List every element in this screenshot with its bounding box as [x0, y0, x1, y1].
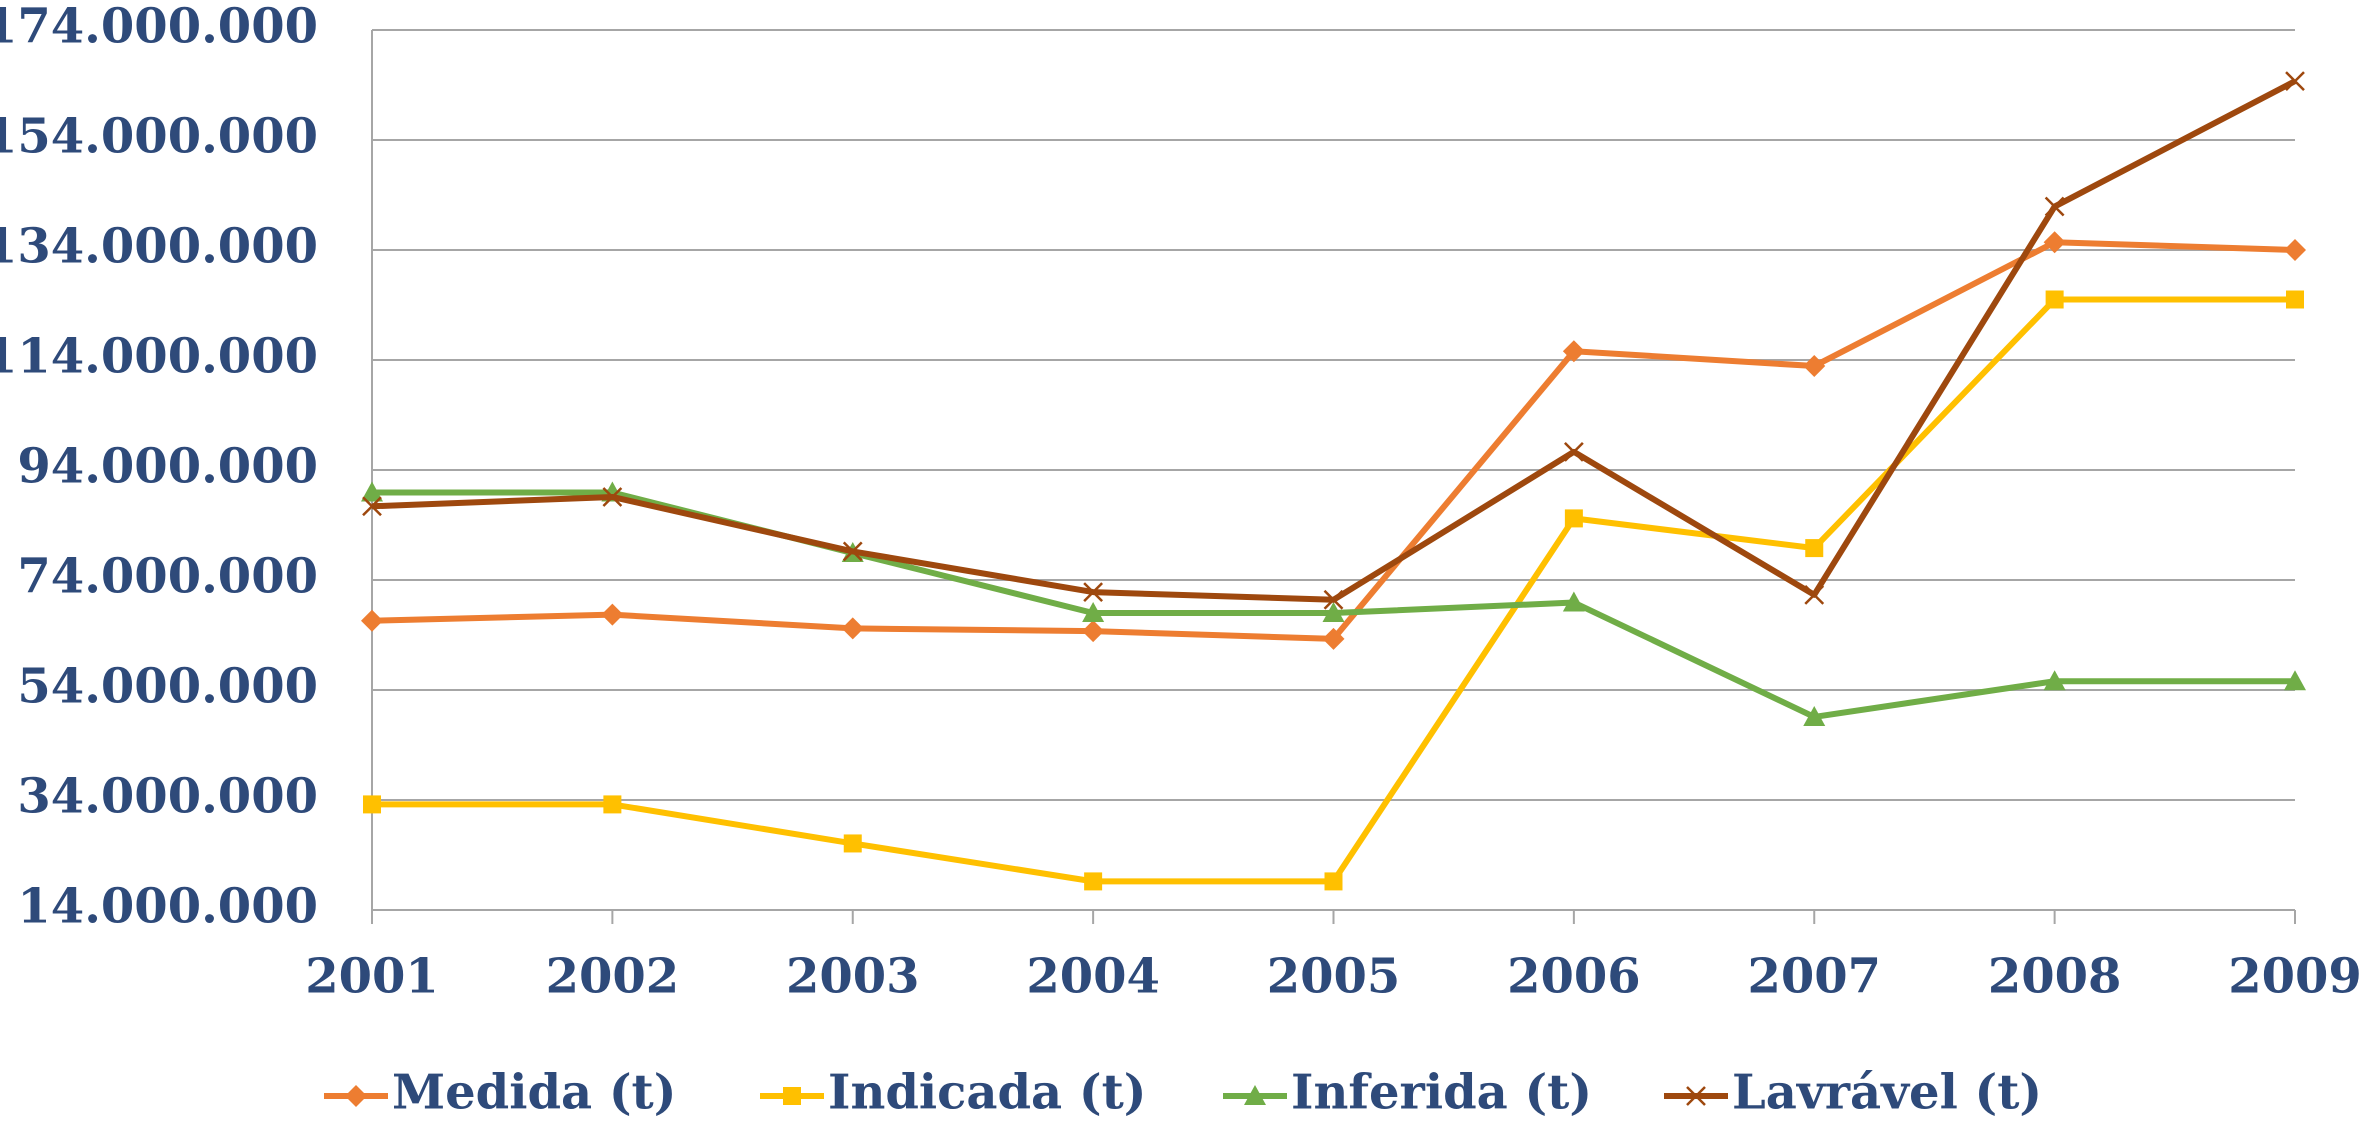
x-tick-label: 2007 — [1747, 949, 1881, 1005]
series-line — [371, 78, 2297, 603]
data-point — [1324, 872, 1343, 891]
y-tick-label: 54.000.000 — [17, 659, 318, 715]
data-point — [602, 487, 623, 507]
data-point — [361, 609, 383, 632]
x-tick-label: 2001 — [305, 949, 439, 1005]
legend-label: Inferida (t) — [1291, 1065, 1592, 1121]
data-point — [843, 834, 862, 853]
data-point — [1322, 602, 1345, 622]
data-point — [1323, 589, 1344, 610]
x-tick-label: 2004 — [1026, 949, 1160, 1005]
data-point — [601, 603, 624, 626]
data-point — [1082, 620, 1105, 643]
legend-marker — [783, 1087, 801, 1105]
data-point — [842, 541, 863, 562]
series-line — [372, 296, 2295, 885]
data-point — [1082, 602, 1105, 622]
x-tick-label: 2002 — [546, 949, 680, 1005]
legend-marker — [1686, 1086, 1706, 1106]
y-tick-label: 34.000.000 — [17, 769, 318, 825]
x-tick-label: 2008 — [1988, 949, 2122, 1005]
data-point — [2043, 670, 2066, 691]
x-tick-label: 2003 — [786, 949, 920, 1005]
data-point — [361, 481, 383, 502]
data-point — [2284, 670, 2306, 691]
data-point — [2043, 231, 2066, 254]
data-point — [2284, 239, 2306, 261]
data-point — [363, 795, 381, 814]
legend-label: Lavrável (t) — [1732, 1065, 2042, 1121]
legend-marker — [1244, 1085, 1266, 1105]
y-tick-label: 14.000.000 — [17, 879, 318, 935]
data-point — [1562, 591, 1585, 612]
data-point — [1563, 441, 1584, 462]
data-point — [2285, 71, 2305, 92]
y-tick-label: 94.000.000 — [17, 439, 318, 495]
x-tick-label: 2005 — [1267, 949, 1401, 1005]
data-point — [1564, 509, 1583, 528]
x-tick-label: 2009 — [2228, 949, 2362, 1005]
data-point — [1803, 355, 1826, 378]
data-point — [1083, 582, 1104, 602]
y-tick-label: 74.000.000 — [17, 549, 318, 605]
y-tick-label: 174.000.000 — [0, 0, 318, 55]
data-point — [1803, 705, 1826, 726]
data-point — [362, 496, 382, 517]
data-point — [1322, 627, 1345, 650]
data-point — [2286, 290, 2304, 309]
data-point — [841, 617, 864, 640]
data-point — [1084, 872, 1103, 891]
y-tick-label: 154.000.000 — [0, 109, 318, 165]
legend-label: Medida (t) — [392, 1065, 676, 1121]
data-point — [1804, 584, 1825, 605]
y-tick-label: 114.000.000 — [0, 329, 318, 385]
data-point — [2045, 290, 2064, 309]
data-point — [1805, 539, 1824, 558]
y-tick-label: 134.000.000 — [0, 219, 318, 275]
data-point — [603, 795, 622, 814]
legend-label: Indicada (t) — [828, 1065, 1146, 1121]
data-point — [2044, 196, 2065, 217]
x-tick-label: 2006 — [1507, 949, 1641, 1005]
legend-marker — [345, 1085, 367, 1107]
data-point — [1562, 340, 1585, 363]
